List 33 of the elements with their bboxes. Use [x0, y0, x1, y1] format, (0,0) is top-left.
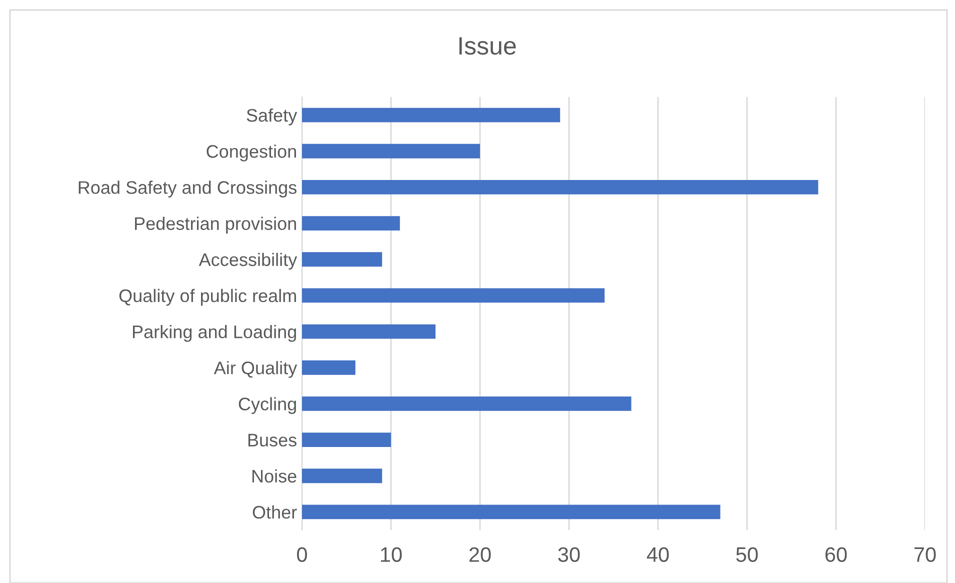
x-tick-label: 40 — [646, 547, 669, 562]
y-tick-label: Cycling — [238, 397, 296, 414]
bar — [302, 396, 632, 411]
x-tick-label: 20 — [469, 547, 491, 562]
x-tick-label: 60 — [825, 547, 847, 562]
x-tick-label: 30 — [558, 547, 580, 562]
bar — [302, 432, 391, 448]
y-tick-label: Air Quality — [214, 361, 298, 378]
chart-title: Issue — [459, 37, 516, 55]
x-tick-label: 0 — [297, 547, 307, 562]
bar — [302, 144, 480, 158]
y-tick-label: Pedestrian provision — [135, 216, 296, 234]
x-tick-label: 70 — [914, 547, 936, 562]
bar — [302, 324, 436, 339]
bar — [302, 216, 400, 231]
x-tick-label: 50 — [736, 547, 758, 562]
y-tick-label: Quality of public realm — [119, 288, 296, 306]
y-tick-label: Noise — [252, 469, 296, 483]
bar — [302, 288, 605, 303]
bar — [302, 180, 818, 194]
y-tick-label: Parking and Loading — [132, 325, 296, 342]
bar — [302, 360, 356, 375]
y-tick-label: Accessibility — [198, 252, 298, 270]
bar — [302, 504, 720, 520]
bar — [302, 108, 560, 122]
y-tick-label: Road Safety and Crossings — [78, 180, 296, 198]
y-tick-label: Buses — [248, 434, 296, 447]
bar — [302, 252, 382, 267]
y-tick-label: Congestion — [206, 144, 296, 162]
y-tick-label: Safety — [246, 108, 298, 126]
y-tick-label: Other — [252, 505, 297, 519]
bar — [302, 468, 382, 484]
x-tick-label: 10 — [381, 547, 402, 562]
